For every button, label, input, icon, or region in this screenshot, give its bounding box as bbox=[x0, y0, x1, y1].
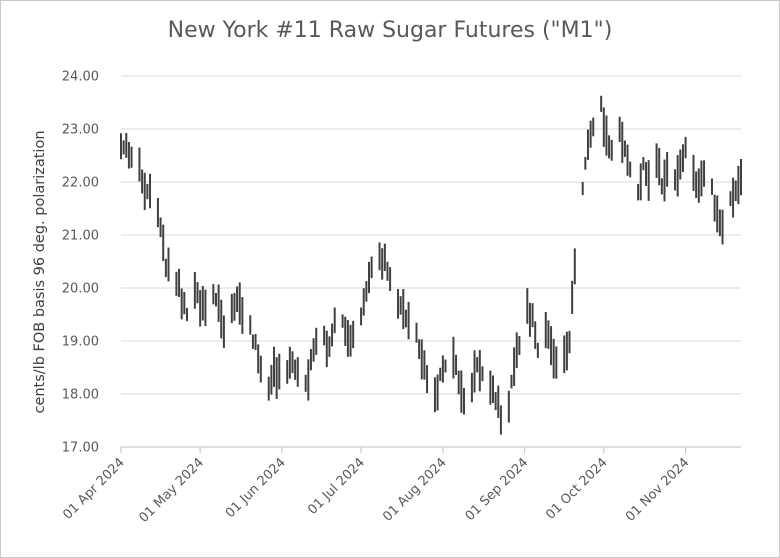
x-tick-label: 01 Aug 2024 bbox=[380, 455, 449, 524]
y-tick-label: 18.00 bbox=[62, 388, 99, 403]
x-tick-label: 01 Oct 2024 bbox=[543, 455, 610, 522]
y-tick-label: 22.00 bbox=[62, 176, 99, 191]
y-tick-label: 23.00 bbox=[62, 123, 99, 138]
x-tick-label: 01 May 2024 bbox=[136, 455, 207, 526]
y-tick-label: 24.00 bbox=[62, 70, 99, 85]
x-tick-label: 01 Jun 2024 bbox=[223, 455, 289, 521]
y-tick-label: 21.00 bbox=[62, 229, 99, 244]
x-tick-label: 01 Jul 2024 bbox=[305, 455, 368, 518]
x-tick-label: 01 Apr 2024 bbox=[60, 455, 127, 522]
y-tick-label: 19.00 bbox=[62, 335, 99, 350]
y-tick-label: 17.00 bbox=[62, 441, 99, 456]
chart-title: New York #11 Raw Sugar Futures ("M1") bbox=[167, 18, 613, 43]
y-tick-label: 20.00 bbox=[62, 282, 99, 297]
x-tick-label: 01 Sep 2024 bbox=[463, 455, 532, 524]
x-tick-label: 01 Nov 2024 bbox=[623, 455, 692, 524]
